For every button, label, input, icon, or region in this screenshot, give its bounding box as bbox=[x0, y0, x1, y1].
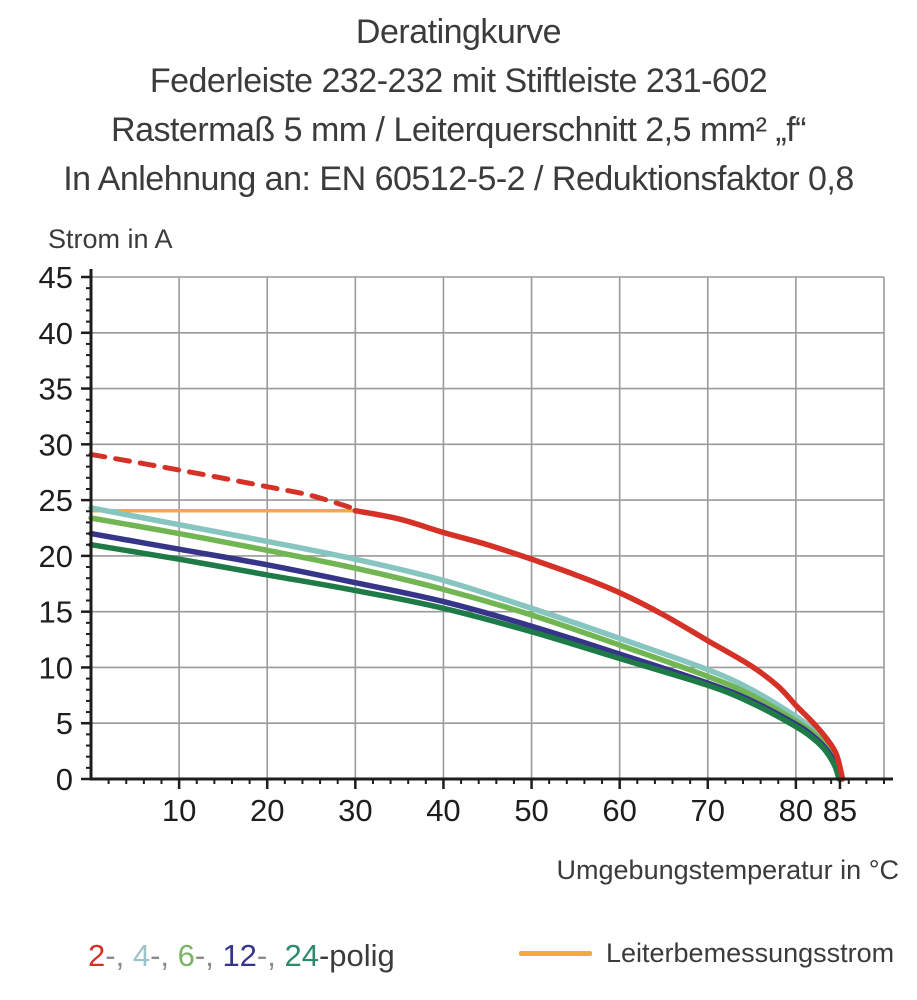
curve-6-polig bbox=[88, 515, 845, 782]
legend-pole-part: -, bbox=[150, 938, 178, 973]
curve-24-polig bbox=[88, 541, 842, 782]
y-tick-label: 35 bbox=[39, 372, 73, 407]
curve-2-polig-dashed bbox=[88, 451, 358, 512]
chart-subtitle-2: Rastermaß 5 mm / Leiterquerschnitt 2,5 m… bbox=[111, 111, 806, 149]
legend-pole-part: 24 bbox=[284, 938, 319, 973]
y-tick-label: 20 bbox=[39, 539, 73, 574]
x-tick-label: 60 bbox=[602, 793, 636, 828]
legend-pole-part: 2 bbox=[88, 938, 106, 973]
x-tick-label: 10 bbox=[162, 793, 196, 828]
x-tick-label: 80 bbox=[779, 793, 813, 828]
legend-pole-part: -, bbox=[105, 938, 133, 973]
x-tick-label: 70 bbox=[691, 793, 725, 828]
legend-pole-part: -, bbox=[256, 938, 285, 973]
x-tick-label: 40 bbox=[426, 793, 460, 828]
curve-4-polig bbox=[88, 505, 844, 782]
y-tick-label: 0 bbox=[56, 762, 73, 797]
x-tick-label: 20 bbox=[250, 793, 284, 828]
chart-subtitle-1: Federleiste 232-232 mit Stiftleiste 231-… bbox=[149, 62, 768, 100]
legend-pole-part: 4 bbox=[132, 938, 151, 973]
chart-header: Deratingkurve Federleiste 232-232 mit St… bbox=[0, 8, 917, 204]
y-tick-label: 15 bbox=[39, 595, 73, 630]
legend-rated-current: Leiterbemessungsstrom bbox=[519, 938, 894, 969]
legend-pole-counts: 2-, 4-, 6-, 12-, 24-polig bbox=[88, 938, 395, 974]
curve-2-polig bbox=[352, 507, 846, 782]
x-tick-label: 85 bbox=[823, 793, 857, 828]
legend-pole-part: 6 bbox=[177, 938, 195, 973]
curve-12-polig bbox=[88, 530, 843, 782]
legend-pole-part: -polig bbox=[318, 938, 395, 973]
x-tick-label: 50 bbox=[514, 793, 548, 828]
y-tick-label: 40 bbox=[39, 316, 73, 351]
legend-pole-part: -, bbox=[194, 938, 223, 973]
rated-current-line-swatch bbox=[519, 951, 592, 956]
x-tick-label: 30 bbox=[338, 793, 372, 828]
y-tick-label: 30 bbox=[39, 427, 73, 462]
y-tick-label: 25 bbox=[39, 483, 73, 518]
rated-current-label: Leiterbemessungsstrom bbox=[606, 938, 895, 968]
legend-pole-part: 12 bbox=[222, 938, 257, 973]
y-tick-label: 10 bbox=[39, 650, 73, 685]
y-tick-label: 45 bbox=[39, 260, 73, 295]
x-axis-title: Umgebungstemperatur in °C bbox=[556, 855, 899, 885]
y-tick-label: 5 bbox=[56, 706, 73, 741]
y-axis-title: Strom in A bbox=[48, 224, 173, 254]
chart-subtitle-3: In Anlehnung an: EN 60512-5-2 / Reduktio… bbox=[63, 160, 854, 198]
chart-title: Deratingkurve bbox=[355, 13, 562, 51]
